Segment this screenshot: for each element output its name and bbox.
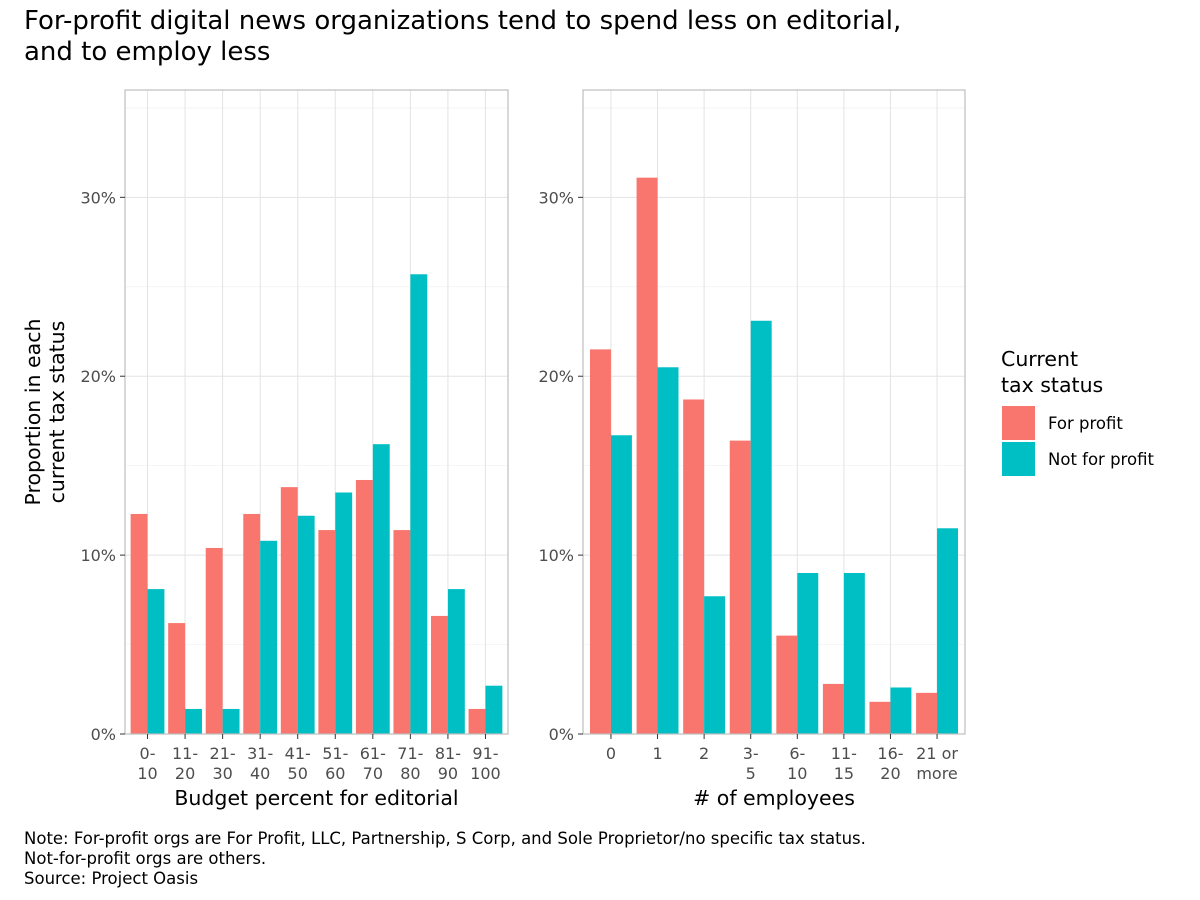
legend-title-line-2: tax status: [1001, 373, 1103, 397]
panel-2-bar-not-for-profit-3: [704, 596, 726, 734]
panel-1-x-tick-label: 20: [175, 764, 195, 783]
panel-2-bar-for-profit-2: [636, 177, 658, 735]
panel-2-x-tick-label: 0: [606, 744, 616, 763]
panel-2-bar-for-profit-4: [729, 440, 751, 734]
legend-swatch-for-profit: [1002, 406, 1035, 440]
panel-2-bar-not-for-profit-5: [797, 573, 819, 734]
panel-1-x-tick-label: 0-: [140, 744, 156, 763]
panel-1-bar-not-for-profit-4: [260, 540, 278, 734]
title-line-1: For-profit digital news organizations te…: [24, 6, 902, 36]
panel-2-bar-not-for-profit-4: [750, 320, 772, 734]
panel-1-x-tick-label: 40: [250, 764, 270, 783]
panel-1-x-tick-label: 50: [288, 764, 308, 783]
panel-2-x-tick-label: 16-: [877, 744, 903, 763]
panel-1-x-tick-label: 11-: [172, 744, 198, 763]
panel-2-x-tick-label: 10: [787, 764, 807, 783]
panel-1-x-tick-label: 41-: [285, 744, 311, 763]
panel-1-x-tick-label: 81-: [435, 744, 461, 763]
panel-1-y-tick-label: 30%: [80, 188, 116, 207]
panel-2-y-tick-label: 0%: [549, 725, 574, 744]
panel-2-x-tick-label: 5: [746, 764, 756, 783]
panel-1-bar-for-profit-8: [393, 530, 411, 734]
panel-2-border: [582, 89, 966, 735]
chart-note: Note: For-profit orgs are For Profit, LL…: [24, 829, 866, 889]
panel-2-y-tick-label: 30%: [538, 188, 574, 207]
panel-1-bar-not-for-profit-2: [185, 708, 202, 734]
panel-2-x-tick-label: 21 or: [916, 744, 958, 763]
y-axis-title-line-2: current tax status: [45, 321, 69, 504]
panel-2-bar-for-profit-3: [683, 399, 705, 734]
title-line-2: and to employ less: [24, 37, 271, 67]
panel-2-x-tick-label: 6-: [789, 744, 805, 763]
panel-1-bar-for-profit-1: [130, 513, 148, 734]
panel-1-bar-not-for-profit-1: [147, 589, 165, 734]
panel-1-x-tick-label: 71-: [397, 744, 423, 763]
panel-2-bar-for-profit-6: [822, 683, 844, 734]
panel-1-x-tick-label: 60: [325, 764, 345, 783]
panel-2-x-tick-label: more: [916, 764, 957, 783]
panel-1-bar-for-profit-4: [243, 513, 261, 734]
panel-1-x-tick-label: 70: [363, 764, 383, 783]
panel-1-bar-not-for-profit-8: [410, 274, 428, 734]
panel-2-bar-not-for-profit-6: [843, 573, 865, 734]
panel-1-y-tick-label: 0%: [91, 725, 116, 744]
panel-2-bar-not-for-profit-8: [937, 528, 959, 734]
panel-1-x-tick-label: 61-: [360, 744, 386, 763]
panel-2-bar-not-for-profit-7: [890, 687, 912, 734]
panel-2-bar-for-profit-7: [869, 701, 891, 734]
note-line-3: Source: Project Oasis: [24, 869, 199, 888]
panel-2-bar-not-for-profit-2: [657, 367, 679, 734]
panel-1-bar-for-profit-3: [205, 547, 223, 734]
panel-2-x-axis-title: # of employees: [693, 786, 855, 810]
panel-1-border: [124, 89, 509, 735]
panel-2-x-tick-label: 15: [834, 764, 854, 783]
panel-1-bar-not-for-profit-7: [372, 444, 390, 734]
panel-1-bar-not-for-profit-5: [297, 515, 315, 734]
panel-2-y-tick-label: 10%: [538, 546, 574, 565]
panel-1-bar-for-profit-5: [280, 487, 298, 734]
panel-1-x-axis-title: Budget percent for editorial: [174, 786, 458, 810]
chart-title: For-profit digital news organizations te…: [24, 6, 1174, 68]
panel-2-y-tick-label: 20%: [538, 367, 574, 386]
y-axis-title-line-1: Proportion in each: [21, 319, 45, 506]
panel-1-bar-for-profit-10: [468, 708, 486, 734]
panel-1-x-tick-label: 10: [137, 764, 157, 783]
panel-2-bar-for-profit-1: [589, 349, 611, 734]
panel-2-bar-not-for-profit-1: [610, 435, 632, 734]
note-line-2: Not-for-profit orgs are others.: [24, 849, 267, 868]
panel-1-x-tick-label: 90: [438, 764, 458, 783]
panel-1-bar-not-for-profit-9: [447, 589, 465, 734]
panel-1-x-tick-label: 80: [400, 764, 420, 783]
panel-1-x-tick-label: 51-: [322, 744, 348, 763]
panel-1-bar-for-profit-9: [431, 615, 448, 734]
panel-1-bar-for-profit-6: [318, 530, 336, 734]
panel-2-x-tick-label: 2: [699, 744, 709, 763]
panel-2-x-tick-label: 1: [652, 744, 662, 763]
panel-2-bar-for-profit-5: [776, 635, 798, 734]
panel-1-bar-not-for-profit-6: [335, 492, 353, 734]
note-line-1: Note: For-profit orgs are For Profit, LL…: [24, 829, 866, 848]
panel-1-x-tick-label: 21-: [210, 744, 236, 763]
panel-1-bar-for-profit-7: [355, 479, 373, 734]
panel-1-bar-not-for-profit-3: [222, 708, 240, 734]
panel-1-bar-not-for-profit-10: [485, 685, 503, 734]
legend-label-not-for-profit: Not for profit: [1048, 450, 1154, 469]
panel-2-x-tick-label: 20: [880, 764, 900, 783]
legend-label-for-profit: For profit: [1048, 414, 1123, 433]
panel-1-bar-for-profit-2: [168, 623, 186, 734]
panel-2-x-tick-label: 3-: [743, 744, 759, 763]
panel-1-y-tick-label: 10%: [80, 546, 116, 565]
panel-1-x-tick-label: 100: [470, 764, 501, 783]
panel-1-x-tick-label: 91-: [472, 744, 498, 763]
panel-2-bar-for-profit-8: [916, 692, 938, 734]
panel-1-x-tick-label: 31-: [247, 744, 273, 763]
legend-swatch-not-for-profit: [1002, 442, 1035, 476]
panel-1-y-tick-label: 20%: [80, 367, 116, 386]
panel-1-x-tick-label: 30: [212, 764, 232, 783]
legend-title-line-1: Current: [1001, 347, 1078, 371]
panel-2-x-tick-label: 11-: [831, 744, 857, 763]
